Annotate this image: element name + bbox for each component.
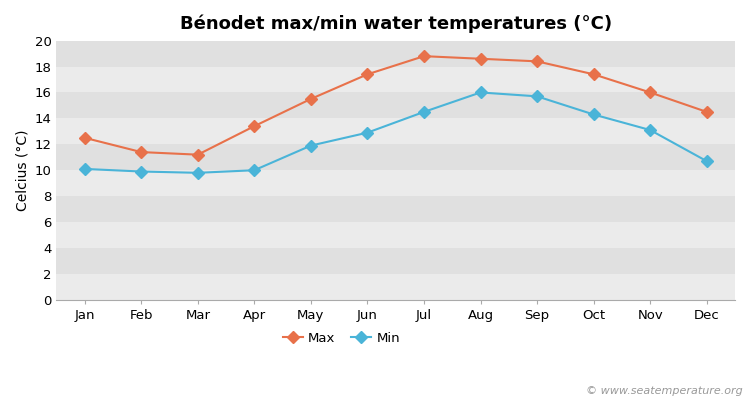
Max: [307, 96, 316, 101]
Max: [194, 152, 202, 157]
Max: [646, 90, 655, 95]
Bar: [56, 248, 735, 274]
Max: [532, 59, 542, 64]
Max: [250, 124, 259, 128]
Max: [702, 110, 711, 114]
Y-axis label: Celcius (°C): Celcius (°C): [15, 130, 29, 211]
Min: [476, 90, 485, 95]
Line: Min: Min: [80, 88, 711, 177]
Max: [476, 56, 485, 61]
Text: © www.seatemperature.org: © www.seatemperature.org: [586, 386, 742, 396]
Min: [136, 169, 146, 174]
Min: [590, 112, 598, 117]
Min: [307, 143, 316, 148]
Bar: [56, 92, 735, 118]
Min: [532, 94, 542, 99]
Max: [363, 72, 372, 77]
Bar: [56, 222, 735, 248]
Bar: [56, 170, 735, 196]
Line: Max: Max: [80, 52, 711, 159]
Bar: [56, 196, 735, 222]
Bar: [56, 66, 735, 92]
Bar: [56, 274, 735, 300]
Min: [419, 110, 428, 114]
Title: Bénodet max/min water temperatures (°C): Bénodet max/min water temperatures (°C): [180, 15, 612, 34]
Max: [136, 150, 146, 154]
Min: [363, 130, 372, 135]
Bar: [56, 118, 735, 144]
Min: [646, 128, 655, 132]
Legend: Max, Min: Max, Min: [278, 327, 405, 350]
Max: [80, 136, 89, 140]
Max: [590, 72, 598, 77]
Max: [419, 54, 428, 58]
Min: [250, 168, 259, 173]
Bar: [56, 144, 735, 170]
Min: [702, 159, 711, 164]
Min: [194, 170, 202, 175]
Bar: [56, 41, 735, 66]
Min: [80, 166, 89, 171]
